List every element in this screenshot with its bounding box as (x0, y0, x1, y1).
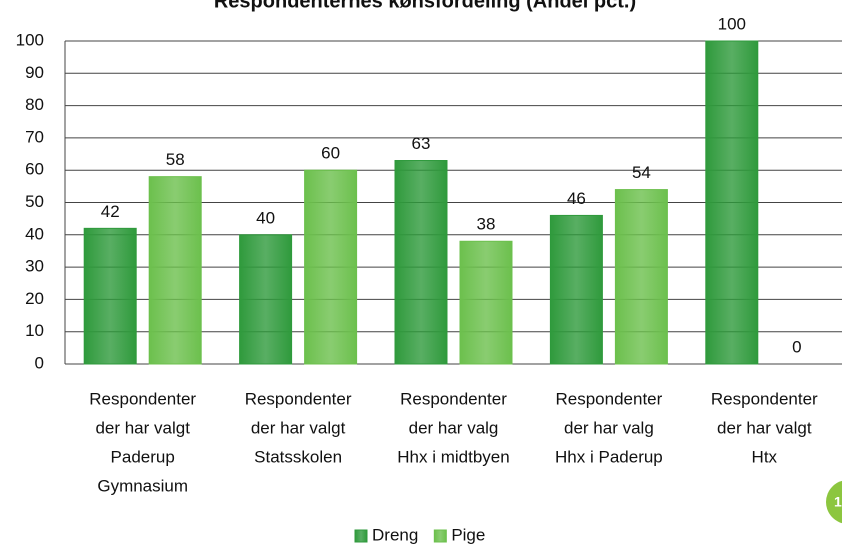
x-tick-label: der har valg (564, 418, 654, 437)
value-label: 0 (792, 337, 801, 356)
y-tick-label: 80 (25, 95, 44, 114)
y-tick-label: 90 (25, 63, 44, 82)
bar (459, 240, 513, 365)
y-tick-label: 0 (35, 353, 44, 372)
x-tick-label: Statsskolen (254, 447, 342, 466)
value-label: 63 (412, 134, 431, 153)
x-tick-label: der har valg (409, 418, 499, 437)
bar (304, 169, 358, 365)
value-label: 40 (256, 208, 275, 227)
value-label: 100 (718, 14, 746, 33)
x-tick-label: Paderup (111, 447, 175, 466)
bar (394, 160, 448, 365)
x-tick-label: der har valgt (717, 418, 812, 437)
chart-title: Respondenternes kønsfordeling (Andel pct… (214, 0, 636, 12)
bar (549, 214, 603, 365)
legend-swatch (433, 529, 447, 543)
x-tick-label: der har valgt (95, 418, 190, 437)
x-tick-label: Respondenter (711, 389, 818, 408)
y-tick-label: 40 (25, 224, 44, 243)
value-label: 42 (101, 202, 120, 221)
legend-swatch (354, 529, 368, 543)
y-tick-label: 100 (16, 30, 44, 49)
bar (614, 189, 668, 365)
y-tick-label: 50 (25, 192, 44, 211)
y-tick-label: 10 (25, 321, 44, 340)
value-label: 46 (567, 189, 586, 208)
x-tick-label: Respondenter (245, 389, 352, 408)
x-tick-label: Respondenter (400, 389, 507, 408)
legend-label: Dreng (372, 525, 418, 544)
bar (83, 227, 137, 365)
x-tick-label: Htx (752, 447, 778, 466)
bar (148, 176, 202, 365)
page-badge (826, 480, 842, 524)
x-tick-label: Hhx i midtbyen (397, 447, 509, 466)
value-label: 60 (321, 144, 340, 163)
legend-label: Pige (451, 525, 485, 544)
x-tick-label: Gymnasium (97, 476, 188, 495)
value-label: 58 (166, 150, 185, 169)
value-label: 54 (632, 163, 651, 182)
y-tick-label: 60 (25, 160, 44, 179)
x-tick-label: Respondenter (555, 389, 662, 408)
page-number: 1 (834, 494, 842, 510)
x-tick-label: Hhx i Paderup (555, 447, 663, 466)
x-tick-label: Respondenter (89, 389, 196, 408)
y-tick-label: 20 (25, 289, 44, 308)
bar (705, 40, 759, 365)
bar (239, 234, 293, 365)
y-tick-label: 70 (25, 127, 44, 146)
value-label: 38 (477, 215, 496, 234)
y-tick-label: 30 (25, 257, 44, 276)
x-tick-label: der har valgt (251, 418, 346, 437)
